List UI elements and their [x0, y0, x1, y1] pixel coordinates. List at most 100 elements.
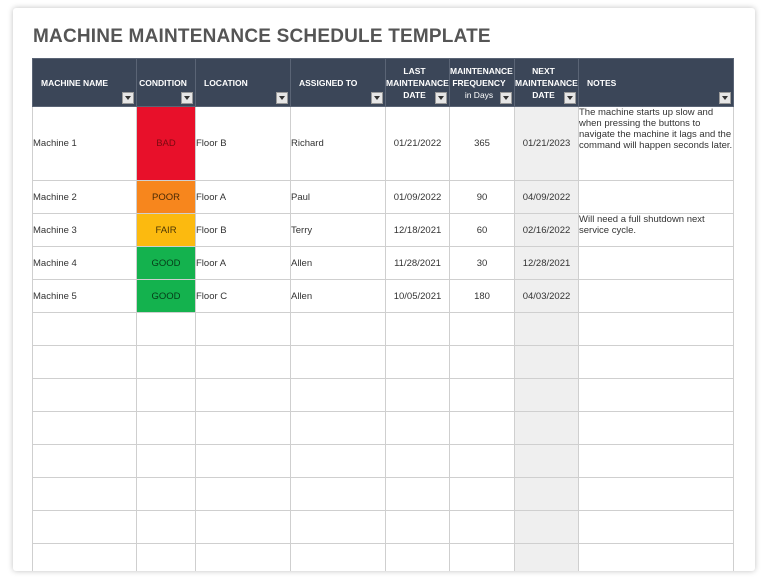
next-maintenance-date-cell[interactable]: 04/03/2022: [514, 279, 579, 313]
machine-name-cell[interactable]: Machine 1: [32, 106, 137, 181]
frequency-cell[interactable]: 180: [449, 279, 515, 313]
empty-cell[interactable]: [136, 312, 196, 346]
empty-cell[interactable]: [385, 345, 450, 379]
assigned-to-cell[interactable]: Terry: [290, 213, 386, 247]
empty-cell[interactable]: [578, 543, 734, 571]
machine-name-cell[interactable]: Machine 5: [32, 279, 137, 313]
empty-cell[interactable]: [32, 477, 137, 511]
empty-cell[interactable]: [514, 543, 579, 571]
empty-cell[interactable]: [514, 510, 579, 544]
machine-name-cell[interactable]: Machine 4: [32, 246, 137, 280]
empty-cell[interactable]: [514, 411, 579, 445]
frequency-cell[interactable]: 60: [449, 213, 515, 247]
empty-cell[interactable]: [578, 411, 734, 445]
machine-name-cell[interactable]: Machine 3: [32, 213, 137, 247]
filter-dropdown-icon[interactable]: [371, 92, 383, 104]
empty-cell[interactable]: [32, 378, 137, 412]
empty-cell[interactable]: [578, 378, 734, 412]
empty-cell[interactable]: [136, 378, 196, 412]
condition-cell[interactable]: POOR: [136, 180, 196, 214]
empty-cell[interactable]: [514, 312, 579, 346]
location-cell[interactable]: Floor A: [195, 180, 291, 214]
empty-cell[interactable]: [32, 411, 137, 445]
empty-cell[interactable]: [385, 378, 450, 412]
empty-cell[interactable]: [136, 345, 196, 379]
last-maintenance-date-cell[interactable]: 10/05/2021: [385, 279, 450, 313]
empty-cell[interactable]: [578, 444, 734, 478]
empty-cell[interactable]: [385, 543, 450, 571]
empty-cell[interactable]: [195, 543, 291, 571]
empty-cell[interactable]: [32, 312, 137, 346]
notes-cell[interactable]: [578, 180, 734, 214]
empty-cell[interactable]: [195, 411, 291, 445]
empty-cell[interactable]: [136, 411, 196, 445]
assigned-to-cell[interactable]: Allen: [290, 279, 386, 313]
empty-cell[interactable]: [290, 444, 386, 478]
last-maintenance-date-cell[interactable]: 12/18/2021: [385, 213, 450, 247]
location-cell[interactable]: Floor C: [195, 279, 291, 313]
empty-cell[interactable]: [385, 477, 450, 511]
empty-cell[interactable]: [290, 411, 386, 445]
empty-cell[interactable]: [136, 510, 196, 544]
empty-cell[interactable]: [195, 477, 291, 511]
filter-dropdown-icon[interactable]: [276, 92, 288, 104]
empty-cell[interactable]: [290, 312, 386, 346]
empty-cell[interactable]: [195, 444, 291, 478]
last-maintenance-date-cell[interactable]: 01/09/2022: [385, 180, 450, 214]
empty-cell[interactable]: [195, 378, 291, 412]
last-maintenance-date-cell[interactable]: 11/28/2021: [385, 246, 450, 280]
empty-cell[interactable]: [195, 312, 291, 346]
empty-cell[interactable]: [385, 312, 450, 346]
frequency-cell[interactable]: 30: [449, 246, 515, 280]
location-cell[interactable]: Floor B: [195, 106, 291, 181]
notes-cell[interactable]: Will need a full shutdown next service c…: [578, 213, 734, 247]
empty-cell[interactable]: [449, 444, 515, 478]
empty-cell[interactable]: [136, 543, 196, 571]
empty-cell[interactable]: [385, 411, 450, 445]
filter-dropdown-icon[interactable]: [122, 92, 134, 104]
empty-cell[interactable]: [32, 444, 137, 478]
empty-cell[interactable]: [290, 378, 386, 412]
machine-name-cell[interactable]: Machine 2: [32, 180, 137, 214]
empty-cell[interactable]: [290, 543, 386, 571]
empty-cell[interactable]: [32, 345, 137, 379]
location-cell[interactable]: Floor A: [195, 246, 291, 280]
empty-cell[interactable]: [514, 345, 579, 379]
notes-cell[interactable]: [578, 279, 734, 313]
assigned-to-cell[interactable]: Richard: [290, 106, 386, 181]
empty-cell[interactable]: [449, 543, 515, 571]
assigned-to-cell[interactable]: Allen: [290, 246, 386, 280]
empty-cell[interactable]: [195, 510, 291, 544]
empty-cell[interactable]: [290, 345, 386, 379]
empty-cell[interactable]: [385, 510, 450, 544]
filter-dropdown-icon[interactable]: [500, 92, 512, 104]
empty-cell[interactable]: [290, 510, 386, 544]
empty-cell[interactable]: [32, 543, 137, 571]
empty-cell[interactable]: [514, 378, 579, 412]
filter-dropdown-icon[interactable]: [435, 92, 447, 104]
next-maintenance-date-cell[interactable]: 01/21/2023: [514, 106, 579, 181]
condition-cell[interactable]: FAIR: [136, 213, 196, 247]
location-cell[interactable]: Floor B: [195, 213, 291, 247]
notes-cell[interactable]: The machine starts up slow and when pres…: [578, 106, 734, 181]
next-maintenance-date-cell[interactable]: 12/28/2021: [514, 246, 579, 280]
empty-cell[interactable]: [290, 477, 386, 511]
empty-cell[interactable]: [449, 411, 515, 445]
empty-cell[interactable]: [578, 477, 734, 511]
condition-cell[interactable]: GOOD: [136, 246, 196, 280]
empty-cell[interactable]: [514, 477, 579, 511]
filter-dropdown-icon[interactable]: [564, 92, 576, 104]
empty-cell[interactable]: [578, 510, 734, 544]
empty-cell[interactable]: [449, 312, 515, 346]
empty-cell[interactable]: [449, 378, 515, 412]
condition-cell[interactable]: BAD: [136, 106, 196, 181]
frequency-cell[interactable]: 90: [449, 180, 515, 214]
empty-cell[interactable]: [578, 345, 734, 379]
empty-cell[interactable]: [32, 510, 137, 544]
frequency-cell[interactable]: 365: [449, 106, 515, 181]
filter-dropdown-icon[interactable]: [719, 92, 731, 104]
next-maintenance-date-cell[interactable]: 04/09/2022: [514, 180, 579, 214]
empty-cell[interactable]: [136, 444, 196, 478]
next-maintenance-date-cell[interactable]: 02/16/2022: [514, 213, 579, 247]
empty-cell[interactable]: [449, 510, 515, 544]
